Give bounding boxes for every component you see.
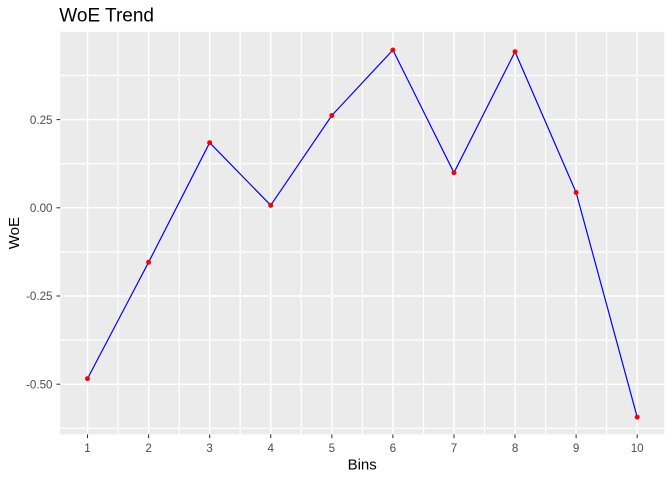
svg-text:WoE Trend: WoE Trend: [59, 6, 154, 27]
svg-text:10: 10: [631, 442, 644, 455]
svg-text:-0.50: -0.50: [26, 378, 52, 391]
svg-text:1: 1: [84, 442, 90, 455]
svg-text:WoE: WoE: [6, 217, 23, 249]
svg-text:4: 4: [268, 442, 275, 455]
svg-text:5: 5: [329, 442, 335, 455]
svg-text:9: 9: [573, 442, 579, 455]
svg-text:3: 3: [206, 442, 212, 455]
svg-text:2: 2: [145, 442, 151, 455]
svg-text:-0.25: -0.25: [26, 290, 52, 303]
svg-text:0.00: 0.00: [30, 202, 53, 215]
svg-text:6: 6: [390, 442, 396, 455]
svg-text:Bins: Bins: [348, 457, 377, 474]
svg-text:0.25: 0.25: [30, 114, 53, 127]
svg-text:8: 8: [512, 442, 518, 455]
svg-text:7: 7: [451, 442, 457, 455]
